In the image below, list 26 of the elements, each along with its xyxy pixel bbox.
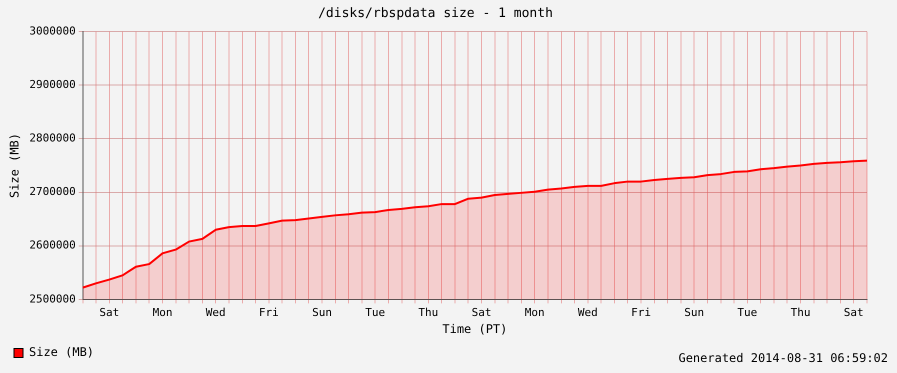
y-tick-label: 2800000 bbox=[29, 132, 76, 145]
x-tick-label: Tue bbox=[365, 306, 386, 319]
x-tick-label: Thu bbox=[418, 306, 438, 319]
x-tick-label: Sun bbox=[684, 306, 704, 319]
x-tick-label: Sat bbox=[844, 306, 864, 319]
text: Generated 2014-08-31 06:59:02 bbox=[678, 351, 888, 366]
y-tick-label: 2600000 bbox=[29, 238, 76, 252]
x-tick-label: Wed bbox=[578, 306, 598, 319]
x-tick-label: Sat bbox=[99, 306, 120, 319]
x-tick-label: Thu bbox=[790, 306, 810, 319]
legend-label: Size (MB) bbox=[29, 345, 94, 360]
x-tick-label: Sun bbox=[312, 306, 332, 319]
y-tick-label: 3000000 bbox=[29, 24, 76, 38]
x-tick-label: Sat bbox=[472, 306, 492, 319]
x-tick-label: Fri bbox=[631, 306, 651, 319]
x-axis-title: Time (PT) bbox=[442, 322, 508, 336]
y-tick-label: 2900000 bbox=[29, 78, 76, 92]
x-tick-label: Fri bbox=[258, 306, 279, 319]
chart-title: /disks/rbspdata size - 1 month bbox=[318, 6, 553, 22]
x-tick-label: Tue bbox=[737, 306, 758, 319]
x-tick-label: Mon bbox=[152, 306, 172, 319]
y-tick-label: 2700000 bbox=[29, 185, 76, 198]
y-tick-label: 2500000 bbox=[29, 292, 76, 306]
x-tick-label: Mon bbox=[524, 306, 545, 319]
x-tick-label: Wed bbox=[206, 306, 226, 319]
y-axis-title: Size (MB) bbox=[7, 132, 22, 198]
